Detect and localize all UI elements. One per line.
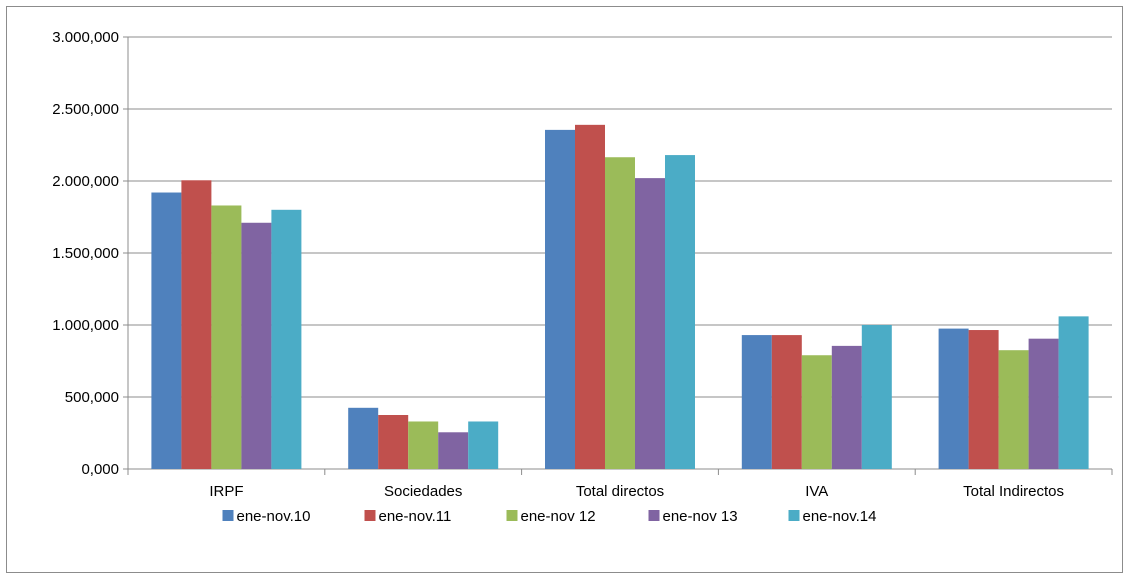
bar bbox=[545, 129, 575, 469]
bar bbox=[771, 335, 802, 469]
bar bbox=[665, 155, 695, 469]
y-tick-label: 2.500,000 bbox=[52, 101, 119, 118]
legend-label: ene-nov 13 bbox=[663, 508, 738, 525]
bar bbox=[938, 328, 969, 469]
bar bbox=[861, 325, 892, 469]
bar bbox=[1028, 338, 1059, 469]
bar bbox=[271, 209, 302, 470]
bar bbox=[378, 415, 409, 469]
legend-swatch bbox=[506, 510, 518, 521]
legend-label: ene-nov.10 bbox=[237, 508, 311, 525]
x-tick-label: IVA bbox=[805, 483, 828, 500]
bar bbox=[801, 355, 832, 469]
x-tick-label: Total directos bbox=[576, 483, 664, 500]
x-tick-label: IRPF bbox=[209, 483, 243, 500]
legend-label: ene-nov.14 bbox=[803, 508, 877, 525]
bar bbox=[438, 432, 469, 469]
bar bbox=[741, 335, 772, 469]
bar bbox=[635, 178, 665, 469]
bar bbox=[211, 205, 242, 470]
bar bbox=[151, 192, 182, 469]
legend-label: ene-nov.11 bbox=[379, 508, 452, 525]
y-tick-label: 2.000,000 bbox=[52, 173, 119, 190]
bar bbox=[408, 421, 439, 469]
y-tick-label: 0,000 bbox=[81, 461, 119, 478]
x-tick-label: Total Indirectos bbox=[963, 483, 1064, 500]
bar bbox=[831, 345, 862, 469]
x-tick-label: Sociedades bbox=[384, 483, 462, 500]
bar bbox=[575, 124, 605, 469]
y-tick-label: 1.500,000 bbox=[52, 245, 119, 262]
bar bbox=[181, 180, 212, 469]
legend-swatch bbox=[364, 510, 376, 521]
bar bbox=[468, 421, 499, 469]
y-tick-label: 1.000,000 bbox=[52, 317, 119, 334]
y-tick-label: 3.000,000 bbox=[52, 29, 119, 46]
bar bbox=[998, 350, 1029, 469]
legend-swatch bbox=[222, 510, 234, 521]
bar bbox=[348, 407, 379, 469]
bar bbox=[241, 222, 272, 469]
bar bbox=[605, 157, 635, 470]
bar bbox=[1058, 316, 1089, 469]
y-tick-label: 500,000 bbox=[65, 389, 119, 406]
bar bbox=[968, 330, 999, 469]
legend-swatch bbox=[788, 510, 800, 521]
legend-swatch bbox=[648, 510, 660, 521]
legend-label: ene-nov 12 bbox=[521, 508, 596, 525]
